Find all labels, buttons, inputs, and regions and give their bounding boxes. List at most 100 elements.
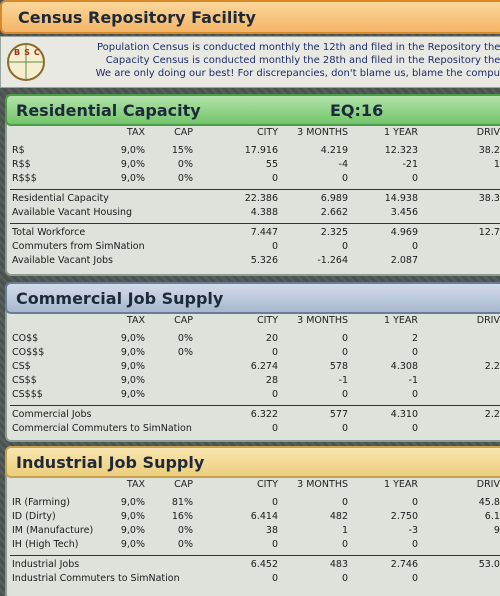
section-title: Commercial Job Supply (16, 289, 224, 308)
column-header: CAP (174, 315, 193, 326)
info-box (0, 36, 500, 88)
cell-value: -21 (402, 159, 418, 170)
cell-value: 0 (271, 573, 278, 584)
column-header: DRIVES (476, 479, 500, 490)
cell-value: 2.293 (484, 409, 500, 420)
cell-value: 0 (271, 389, 278, 400)
column-header: 1 YEAR (384, 127, 418, 138)
row-label: Industrial Commuters to SimNation (12, 573, 180, 584)
column-header: CITY (256, 479, 278, 490)
cell-value: 9,0% (120, 375, 145, 386)
row-label: R$$ (12, 159, 31, 170)
row-label: Commercial Jobs (12, 409, 92, 420)
cell-value: 4.219 (320, 145, 348, 156)
cell-value: -1 (408, 375, 418, 386)
row-label: R$ (12, 145, 25, 156)
separator (10, 189, 500, 190)
row-label: CS$$ (12, 375, 37, 386)
cell-value: 2 (411, 333, 418, 344)
row-label: ID (Dirty) (12, 511, 56, 522)
column-header: CITY (256, 127, 278, 138)
cell-value: 0 (411, 539, 418, 550)
cell-value: 5.326 (250, 255, 278, 266)
cell-value: -3 (408, 525, 418, 536)
cell-value: 9,0% (120, 389, 145, 400)
cell-value: 0 (341, 389, 348, 400)
panel-header (5, 446, 500, 478)
column-header: DRIVES (476, 127, 500, 138)
cell-value: 12.323 (384, 145, 418, 156)
separator (10, 555, 500, 556)
cell-value: 81% (171, 497, 193, 508)
cell-value: 9,0% (120, 347, 145, 358)
row-label: Residential Capacity (12, 193, 109, 204)
cell-value: 38.395 (478, 193, 500, 204)
cell-value: 2.325 (320, 227, 348, 238)
cell-value: 55 (265, 159, 278, 170)
cell-value: 0 (341, 241, 348, 252)
row-label: IM (Manufacture) (12, 525, 94, 536)
cell-value: 0 (341, 539, 348, 550)
cell-value: 0 (341, 497, 348, 508)
cell-value: 0 (271, 347, 278, 358)
cell-value: 9,0% (120, 145, 145, 156)
cell-value: 0% (177, 333, 193, 344)
cell-value: 0% (177, 347, 193, 358)
cell-value: 9,0% (120, 333, 145, 344)
row-label: Commuters from SimNation (12, 241, 145, 252)
panel-header (5, 94, 500, 126)
separator (10, 223, 500, 224)
cell-value: 9,0% (120, 497, 145, 508)
cell-value: 2.662 (320, 207, 348, 218)
row-label: CS$$$ (12, 389, 43, 400)
logo-text: BSC (14, 48, 44, 57)
cell-value: 6.322 (250, 409, 278, 420)
row-label: Total Workforce (12, 227, 86, 238)
cell-value: 0% (177, 159, 193, 170)
cell-value: 7.447 (250, 227, 278, 238)
cell-value: 6.274 (250, 361, 278, 372)
logo (7, 43, 45, 81)
cell-value: -1 (338, 375, 348, 386)
row-label: Available Vacant Housing (12, 207, 133, 218)
info-line: We are only doing our best! For discrepa… (95, 68, 500, 79)
cell-value: 45.899 (478, 497, 500, 508)
cell-value: 9,0% (120, 539, 145, 550)
cell-value: -4 (338, 159, 348, 170)
cell-value: 1 (341, 525, 348, 536)
row-label: IR (Farming) (12, 497, 70, 508)
cell-value: 38 (265, 525, 278, 536)
cell-value: 4.969 (390, 227, 418, 238)
cell-value: 0 (341, 573, 348, 584)
cell-value: 0 (271, 173, 278, 184)
cell-value: 16% (171, 511, 193, 522)
cell-value: 9,0% (120, 173, 145, 184)
column-header: CAP (174, 127, 193, 138)
column-header: DRIVES (476, 315, 500, 326)
column-header: 3 MONTHS (297, 479, 348, 490)
cell-value: 0 (271, 423, 278, 434)
row-label: R$$$ (12, 173, 37, 184)
cell-value: 0 (341, 347, 348, 358)
cell-value: 22.386 (244, 193, 278, 204)
cell-value: 4.308 (390, 361, 418, 372)
cell-value: 0 (411, 173, 418, 184)
cell-value: 0 (271, 241, 278, 252)
cell-value: 53.039 (478, 559, 500, 570)
cell-value: -1.264 (317, 255, 348, 266)
cell-value: 578 (329, 361, 348, 372)
cell-value: 0 (411, 573, 418, 584)
cell-value: 0 (341, 423, 348, 434)
panel-header (5, 282, 500, 314)
cell-value: 6.452 (250, 559, 278, 570)
title-bar (0, 0, 500, 34)
row-label: Industrial Jobs (12, 559, 80, 570)
column-header: TAX (126, 315, 145, 326)
row-label: CO$$ (12, 333, 39, 344)
cell-value: 6.989 (320, 193, 348, 204)
cell-value: 2.746 (390, 559, 418, 570)
cell-value: 483 (329, 559, 348, 570)
row-label: CS$ (12, 361, 31, 372)
cell-value: 38.275 (478, 145, 500, 156)
